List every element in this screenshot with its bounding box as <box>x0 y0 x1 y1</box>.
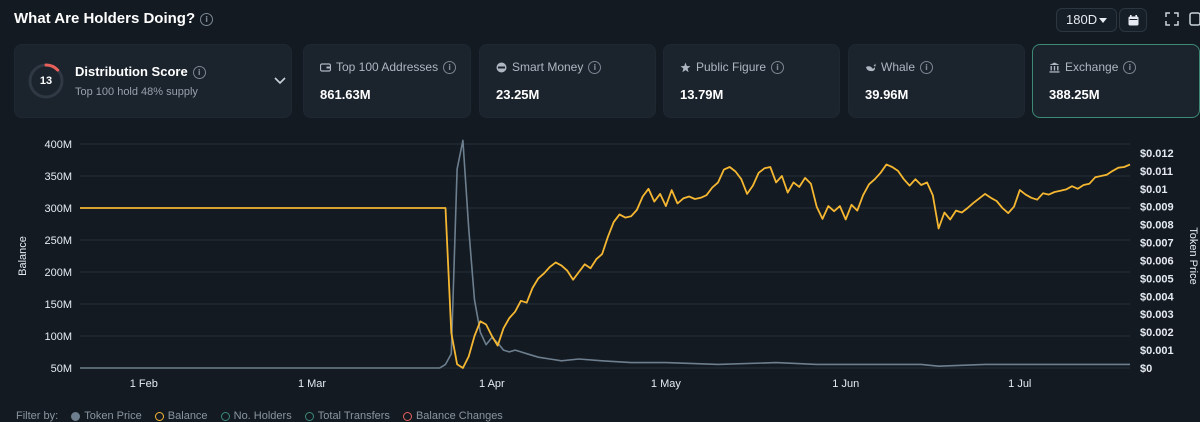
card-label-text: Top 100 Addresses <box>336 60 439 74</box>
card-top-100-addresses[interactable]: Top 100 Addresses i 861.63M <box>303 44 471 118</box>
y2-tick-label: $0.011 <box>1140 166 1173 178</box>
y2-axis-label: Token Price <box>1187 227 1199 284</box>
fullscreen-icon[interactable] <box>1164 11 1180 27</box>
x-tick-label: 1 May <box>651 378 681 390</box>
chevron-down-icon[interactable] <box>274 77 286 85</box>
legend-item-balance[interactable]: Balance <box>154 410 208 422</box>
card-label-text: Exchange <box>1065 60 1119 74</box>
y2-tick-label: $0.012 <box>1140 148 1174 160</box>
legend-item-total-transfers[interactable]: Total Transfers <box>304 410 390 422</box>
card-label-text: Whale <box>881 60 916 74</box>
legend-item-no-holders[interactable]: No. Holders <box>220 410 292 422</box>
info-icon[interactable]: i <box>192 66 206 80</box>
card-value: 861.63M <box>320 87 371 102</box>
card-value: 23.25M <box>496 87 540 102</box>
calendar-button[interactable] <box>1119 8 1147 32</box>
y-tick-label: 400M <box>44 139 72 151</box>
y-axis-right: $0 $0.001 $0.002 $0.003 $0.004 $0.005 $0.006 $0… <box>1140 148 1175 375</box>
page-title: What Are Holders Doing? i <box>14 10 214 27</box>
y-tick-label: 200M <box>44 267 72 279</box>
info-icon[interactable]: i <box>1123 61 1137 75</box>
public-figure-icon <box>680 62 691 73</box>
x-tick-label: 1 Mar <box>298 378 326 390</box>
legend-item-balance-changes[interactable]: Balance Changes <box>402 410 503 422</box>
distribution-score-card[interactable]: 13 Distribution Score i Top 100 hold 48% … <box>14 44 292 118</box>
page-title-text: What Are Holders Doing? <box>14 10 196 27</box>
info-icon[interactable]: i <box>920 61 934 75</box>
card-label: Exchange i <box>1065 60 1137 75</box>
card-smart-money[interactable]: Smart Money i 23.25M <box>479 44 656 118</box>
y2-tick-label: $0.002 <box>1140 327 1174 339</box>
header: What Are Holders Doing? i 180D <box>0 0 1200 40</box>
card-whale[interactable]: Whale i 39.96M <box>848 44 1025 118</box>
card-label: Public Figure i <box>696 60 785 75</box>
score-ring <box>28 63 64 99</box>
card-label-text: Smart Money <box>512 60 584 74</box>
card-value: 39.96M <box>865 87 909 102</box>
score-title-text: Distribution Score <box>75 64 188 79</box>
y-tick-label: 300M <box>44 203 72 215</box>
whale-icon <box>866 63 876 72</box>
card-label: Top 100 Addresses i <box>336 60 457 75</box>
y2-tick-label: $0.003 <box>1140 309 1174 321</box>
filter-label: Filter by: <box>16 410 59 422</box>
y2-tick-label: $0 <box>1140 363 1152 375</box>
y2-tick-label: $0.005 <box>1140 273 1174 285</box>
holders-chart: 50M 100M 150M 200M 250M 300M 350M 400M $0 $0.001… <box>17 139 1199 390</box>
y-tick-label: 250M <box>44 235 72 247</box>
card-exchange[interactable]: Exchange i 388.25M <box>1032 44 1200 118</box>
x-tick-label: 1 Jul <box>1008 378 1031 390</box>
balance-line <box>80 163 1131 369</box>
info-icon[interactable]: i <box>588 61 602 75</box>
wallet-icon <box>320 63 331 72</box>
card-public-figure[interactable]: Public Figure i 13.79M <box>663 44 840 118</box>
info-icon[interactable]: i <box>771 61 785 75</box>
y-tick-label: 50M <box>51 363 72 375</box>
x-tick-label: 1 Feb <box>130 378 158 390</box>
x-tick-label: 1 Apr <box>479 378 505 390</box>
x-axis: 1 Feb 1 Mar 1 Apr 1 May 1 Jun 1 Jul <box>130 378 1032 390</box>
card-value: 388.25M <box>1049 87 1100 102</box>
card-value: 13.79M <box>680 87 724 102</box>
y2-tick-label: $0.01 <box>1140 184 1168 196</box>
chart-legend: Filter by: Token Price Balance No. Holde… <box>16 410 513 422</box>
chevron-down-icon <box>1099 18 1107 23</box>
info-icon[interactable]: i <box>443 61 457 75</box>
calendar-icon <box>1128 15 1139 26</box>
card-label: Whale i <box>881 60 934 75</box>
y2-tick-label: $0.004 <box>1140 291 1175 303</box>
info-icon[interactable]: i <box>200 12 214 26</box>
y2-tick-label: $0.008 <box>1140 220 1174 232</box>
card-label: Smart Money i <box>512 60 602 75</box>
chart-series <box>80 139 1131 369</box>
exchange-icon <box>1049 62 1060 73</box>
y2-tick-label: $0.007 <box>1140 238 1174 250</box>
score-subtitle: Top 100 hold 48% supply <box>75 86 198 98</box>
legend-item-token-price[interactable]: Token Price <box>71 410 142 422</box>
score-title: Distribution Score i <box>75 64 206 80</box>
more-icon[interactable] <box>1189 11 1200 27</box>
y-tick-label: 100M <box>44 331 72 343</box>
smart-money-icon <box>496 62 507 73</box>
score-value: 13 <box>39 75 53 87</box>
y2-tick-label: $0.001 <box>1140 345 1174 357</box>
card-label-text: Public Figure <box>696 60 767 74</box>
period-select[interactable]: 180D <box>1056 8 1117 32</box>
y-axis-label: Balance <box>17 236 29 276</box>
period-select-value: 180D <box>1066 12 1098 27</box>
y-axis-left: 50M 100M 150M 200M 250M 300M 350M 400M <box>44 139 72 375</box>
y2-tick-label: $0.009 <box>1140 202 1174 214</box>
token-price-line <box>80 139 1130 369</box>
y-tick-label: 350M <box>44 171 72 183</box>
chart-grid <box>80 143 1130 369</box>
y2-tick-label: $0.006 <box>1140 255 1174 267</box>
x-tick-label: 1 Jun <box>832 378 859 390</box>
y-tick-label: 150M <box>44 299 72 311</box>
